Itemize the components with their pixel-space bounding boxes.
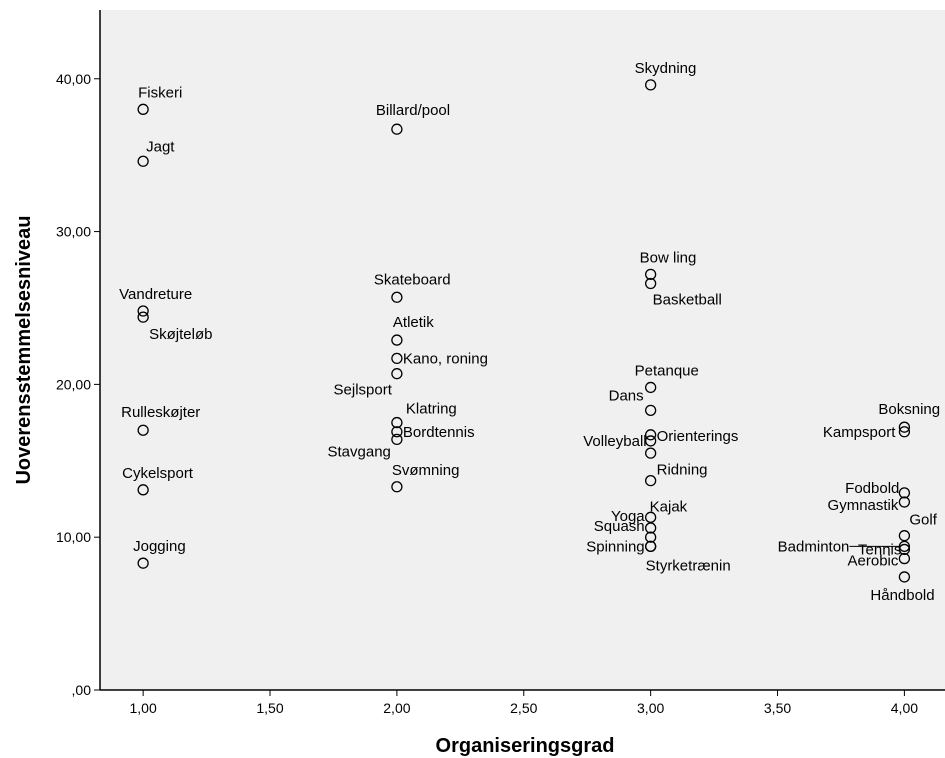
scatter-point	[391, 368, 403, 380]
point-label: Bow ling	[640, 249, 697, 266]
point-label: Tennis	[858, 541, 901, 558]
scatter-point	[898, 496, 911, 508]
scatter-point	[137, 424, 149, 436]
point-label: Fodbold	[845, 480, 899, 497]
point-label: Skøjteløb	[149, 326, 212, 343]
point-label: Kajak	[650, 498, 688, 515]
x-tick-label: 1,50	[256, 700, 283, 716]
scatter-point	[137, 103, 149, 115]
point-label: Ridning	[657, 462, 708, 479]
point-label: Skateboard	[374, 271, 451, 288]
point-label: Dans	[609, 387, 644, 404]
y-tick-label: 10,00	[56, 529, 91, 545]
point-label: Kano, roning	[403, 350, 488, 367]
point-label: Yoga	[611, 508, 645, 525]
point-label: Orienterings	[657, 428, 739, 445]
scatter-point	[644, 522, 657, 534]
scatter-point	[391, 433, 403, 446]
x-tick-label: 2,50	[510, 700, 537, 716]
point-label: Billard/pool	[376, 102, 450, 119]
point-labels: Fiskeri Jagt Vandreture Skøjteløb Rulleskøjt…	[119, 60, 940, 604]
point-label: Golf	[909, 512, 937, 529]
y-axis-title: Uoverensstemmelsesniveau	[13, 215, 35, 484]
y-axis: ,00 10,00 20,00 30,00 40,00	[56, 10, 101, 698]
x-tick-label: 4,00	[891, 700, 918, 716]
scatter-point	[644, 79, 657, 91]
point-label: Stavgang	[328, 443, 391, 460]
point-label: Bordtennis	[403, 424, 475, 441]
plot-area	[100, 10, 945, 690]
scatter-point	[391, 481, 403, 493]
point-label: Skydning	[635, 60, 697, 77]
point-label: Kampsport	[823, 424, 896, 441]
scatter-point	[391, 291, 403, 303]
point-label: Cykelsport	[122, 465, 194, 482]
scatter-point	[644, 381, 657, 394]
scatter-point	[898, 540, 911, 553]
point-label: Badminton	[778, 538, 850, 555]
point-label: Petanque	[635, 362, 699, 379]
scatter-point	[898, 530, 911, 542]
point-label: Squash	[594, 518, 645, 535]
x-tick-label: 3,50	[764, 700, 791, 716]
y-tick-label: 30,00	[56, 224, 91, 240]
x-axis-title: Organiseringsgrad	[436, 735, 615, 757]
scatter-point	[391, 416, 403, 429]
point-label: Jagt	[146, 138, 175, 155]
scatter-point	[391, 426, 403, 438]
point-label: Sejlsport	[334, 382, 393, 399]
scatter-point	[644, 404, 657, 417]
scatter-point	[391, 123, 403, 135]
scatter-point	[137, 484, 149, 496]
point-label: Fiskeri	[138, 84, 182, 101]
point-label: Atletik	[393, 314, 434, 331]
scatter-point	[644, 435, 657, 447]
scatter-point	[898, 421, 911, 433]
scatter-point	[391, 334, 403, 346]
x-tick-label: 3,00	[637, 700, 664, 716]
scatter-point	[898, 426, 911, 438]
point-label: Spinning	[586, 538, 644, 555]
point-label: Vandreture	[119, 286, 192, 303]
data-points	[137, 79, 911, 583]
scatter-point	[137, 155, 149, 167]
y-tick-label: 20,00	[56, 376, 91, 392]
point-label: Aerobic	[848, 553, 899, 570]
point-label: Volleyball	[583, 433, 646, 450]
point-label: Gymnastik	[828, 497, 899, 514]
scatter-point	[644, 268, 657, 281]
x-axis: 1,00 1,50 2,00 2,50 3,00 3,50 4,00	[100, 689, 945, 716]
scatter-point	[898, 571, 911, 583]
point-label: Styrketrænin	[646, 557, 731, 574]
point-label: Jogging	[133, 538, 186, 555]
scatter-point	[898, 487, 911, 499]
point-label: Klatring	[406, 401, 457, 418]
scatter-point	[137, 305, 149, 317]
point-label: Boksning	[878, 401, 940, 418]
point-label: Håndbold	[870, 587, 934, 604]
y-tick-label: 40,00	[56, 71, 91, 87]
scatter-point	[644, 475, 657, 487]
scatter-point	[391, 352, 403, 365]
scatter-point	[898, 552, 911, 565]
scatter-point	[644, 277, 657, 290]
scatter-point	[137, 557, 149, 569]
scatter-point	[898, 543, 911, 556]
scatter-point	[644, 511, 657, 523]
x-tick-label: 1,00	[130, 700, 157, 716]
x-tick-label: 2,00	[383, 700, 410, 716]
point-label: Rulleskøjter	[121, 404, 200, 421]
scatter-point	[644, 429, 657, 441]
scatter-point	[137, 311, 149, 323]
scatter-point	[644, 540, 657, 553]
scatter-point	[644, 447, 657, 459]
y-tick-label: ,00	[72, 682, 92, 698]
point-label: Svømning	[392, 462, 460, 479]
point-label: Basketball	[653, 292, 722, 309]
scatter-point	[644, 531, 657, 543]
